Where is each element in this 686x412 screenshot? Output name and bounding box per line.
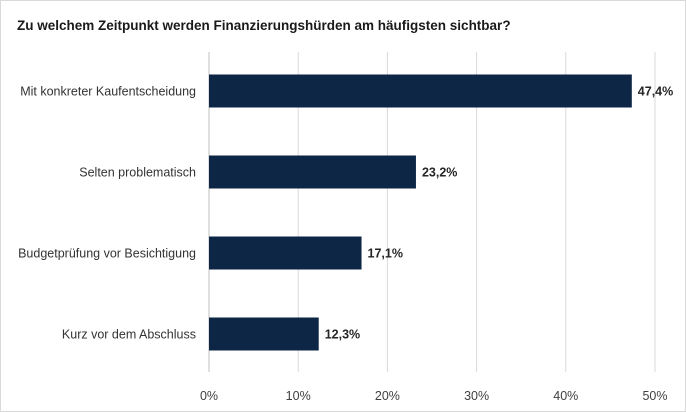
x-tick-label: 50% [642,389,667,403]
x-tick-label: 20% [375,389,400,403]
chart-title: Zu welchem Zeitpunkt werden Finanzierung… [17,18,511,33]
x-tick-labels: 0% 10% 20% 30% 40% 50% [200,389,668,403]
category-label: Selten problematisch [79,166,196,180]
x-tick-label: 30% [464,389,489,403]
value-label: 47,4% [638,85,673,99]
bar [209,155,416,189]
value-labels: 47,4% 23,2% 17,1% 12,3% [325,85,674,342]
category-labels: Mit konkreter Kaufentscheidung Selten pro… [18,85,196,342]
category-label: Mit konkreter Kaufentscheidung [20,85,196,99]
x-tick-label: 40% [553,389,578,403]
x-tick-label: 0% [200,389,218,403]
bar [209,317,319,351]
value-label: 12,3% [325,328,360,342]
x-tick-label: 10% [286,389,311,403]
bar [209,74,632,108]
value-label: 23,2% [422,166,457,180]
value-label: 17,1% [368,247,403,261]
bars [209,74,632,351]
category-label: Budgetprüfung vor Besichtigung [18,247,196,261]
category-label: Kurz vor dem Abschluss [62,328,196,342]
bar [209,236,362,270]
